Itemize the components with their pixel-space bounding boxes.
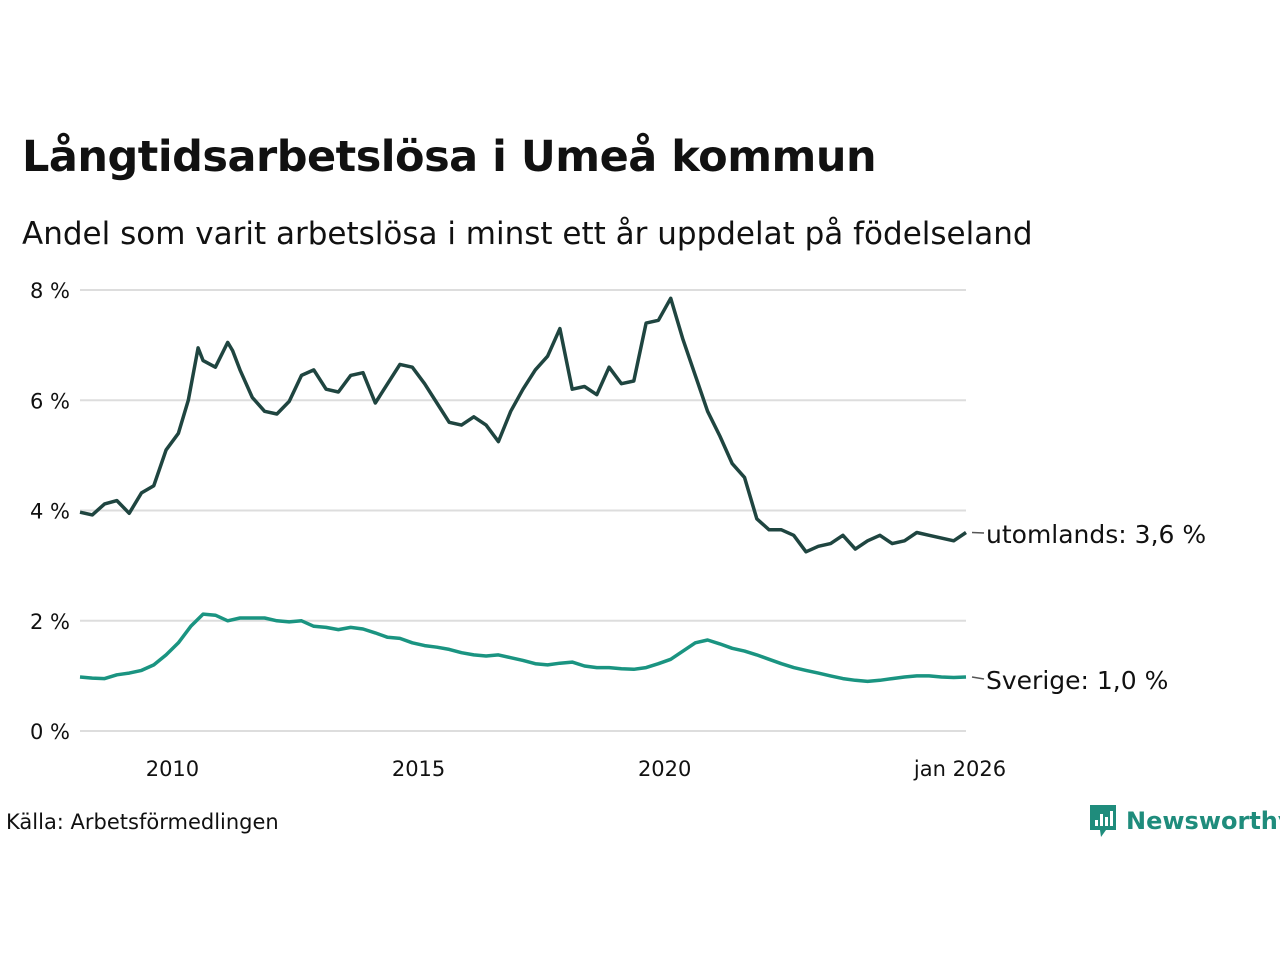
source-note: Källa: Arbetsförmedlingen [6,810,279,834]
newsworthy-logo-icon [1090,805,1116,837]
x-tick-label: 2015 [392,757,445,781]
x-axis-ticks: 2010 2015 2020 jan 2026 [146,757,1006,781]
x-tick-label: 2020 [638,757,691,781]
series-lines [79,296,967,684]
x-tick-label: 2010 [146,757,199,781]
series-line-utomlands [79,296,967,554]
y-axis-ticks: 0 % 2 % 4 % 6 % 8 % [30,279,70,744]
y-tick-label: 0 % [30,720,70,744]
series-end-label: utomlands: 3,6 % [986,520,1206,549]
chart-title: Långtidsarbetslösa i Umeå kommun [22,132,877,182]
gridlines [80,289,966,732]
series-line-sverige [79,612,967,684]
series-end-label: Sverige: 1,0 % [986,666,1168,695]
chart-subtitle: Andel som varit arbetslösa i minst ett å… [22,216,1033,252]
y-tick-label: 8 % [30,279,70,303]
y-tick-label: 6 % [30,389,70,413]
x-tick-label: jan 2026 [913,757,1006,781]
newsworthy-logo[interactable]: Newsworthy [1088,803,1280,839]
y-tick-label: 2 % [30,610,70,634]
brand-name: Newsworthy [1126,807,1280,835]
end-label-connector [971,676,985,680]
y-tick-label: 4 % [30,500,70,524]
series-end-labels: utomlands: 3,6 % Sverige: 1,0 % [971,520,1206,695]
